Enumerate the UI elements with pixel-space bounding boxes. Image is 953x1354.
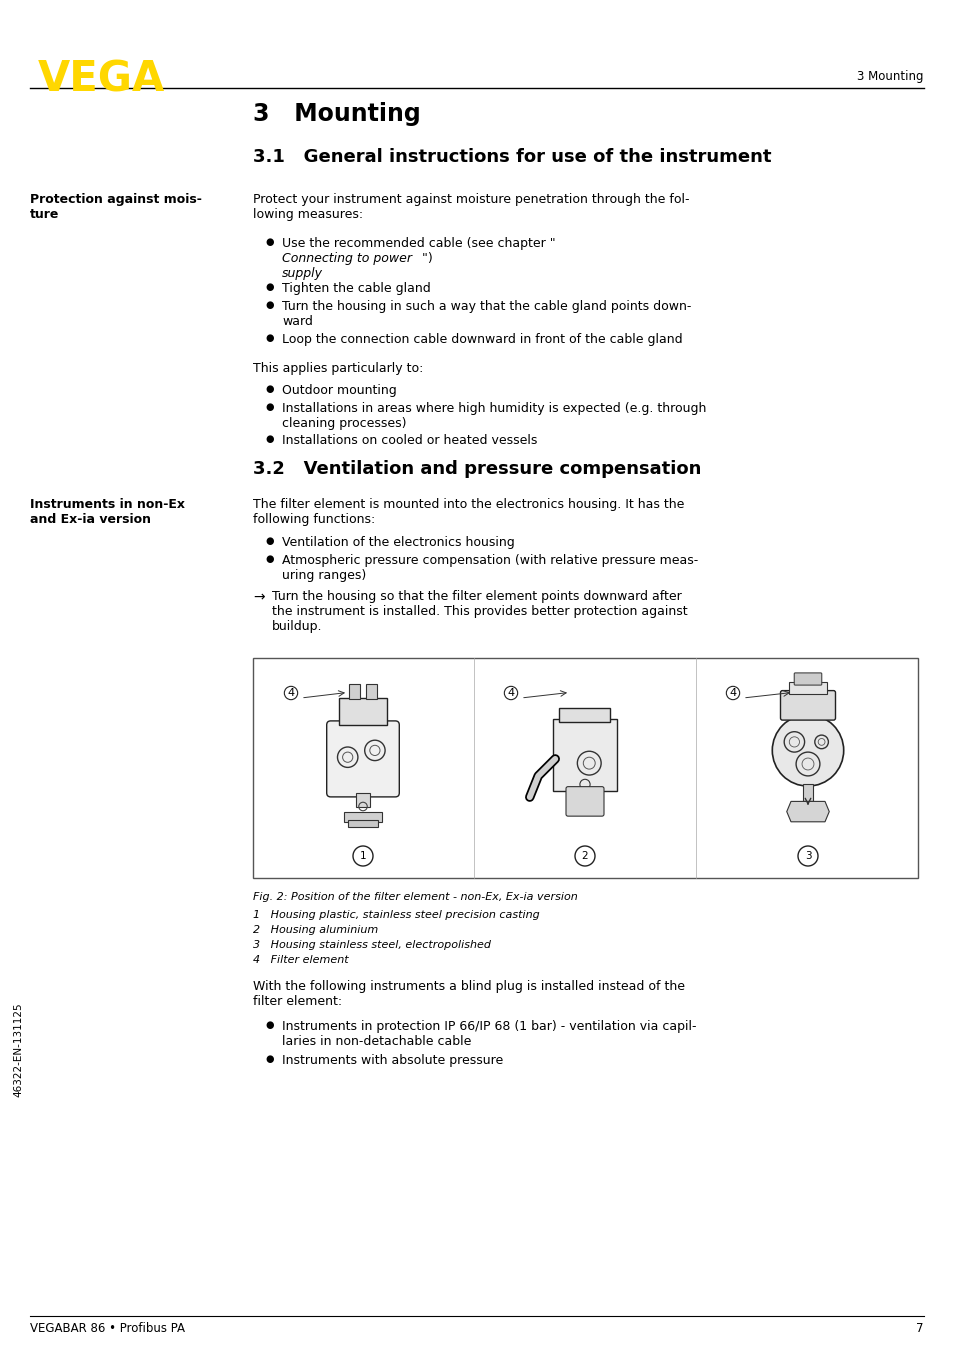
Text: ●: ● — [265, 536, 274, 546]
Text: 4: 4 — [729, 688, 736, 699]
Text: 3   Housing stainless steel, electropolished: 3 Housing stainless steel, electropolish… — [253, 940, 491, 951]
Bar — [348, 684, 360, 700]
Text: 4: 4 — [287, 688, 294, 699]
Text: "): ") — [282, 252, 433, 265]
Text: Turn the housing in such a way that the cable gland points down-
ward: Turn the housing in such a way that the … — [282, 301, 691, 328]
Text: 3 Mounting: 3 Mounting — [857, 70, 923, 83]
Text: 1: 1 — [359, 852, 366, 861]
FancyBboxPatch shape — [553, 719, 616, 791]
Text: 7: 7 — [916, 1322, 923, 1335]
Text: VEGA: VEGA — [38, 58, 165, 100]
Text: The filter element is mounted into the electronics housing. It has the
following: The filter element is mounted into the e… — [253, 498, 683, 525]
Circle shape — [797, 846, 817, 867]
Bar — [339, 697, 386, 724]
Text: ●: ● — [265, 554, 274, 565]
Bar — [558, 708, 610, 722]
Text: Fig. 2: Position of the filter element - non-Ex, Ex-ia version: Fig. 2: Position of the filter element -… — [253, 892, 578, 902]
Text: 2: 2 — [581, 852, 588, 861]
Text: 3: 3 — [803, 852, 810, 861]
Bar — [253, 658, 917, 877]
Text: Installations on cooled or heated vessels: Installations on cooled or heated vessel… — [282, 435, 537, 447]
Circle shape — [353, 846, 373, 867]
Text: ●: ● — [265, 333, 274, 343]
Text: ●: ● — [265, 237, 274, 246]
Text: Loop the connection cable downward in front of the cable gland: Loop the connection cable downward in fr… — [282, 333, 682, 347]
Text: Installations in areas where high humidity is expected (e.g. through
cleaning pr: Installations in areas where high humidi… — [282, 402, 705, 431]
FancyBboxPatch shape — [794, 673, 821, 685]
Text: ●: ● — [265, 1053, 274, 1064]
Bar — [344, 811, 381, 822]
Text: With the following instruments a blind plug is installed instead of the
filter e: With the following instruments a blind p… — [253, 980, 684, 1007]
FancyBboxPatch shape — [326, 720, 399, 798]
FancyBboxPatch shape — [565, 787, 603, 816]
Text: ●: ● — [265, 402, 274, 412]
Text: 3   Mounting: 3 Mounting — [253, 102, 420, 126]
Bar — [365, 684, 377, 700]
Bar — [347, 821, 378, 827]
Text: Protect your instrument against moisture penetration through the fol-
lowing mea: Protect your instrument against moisture… — [253, 194, 689, 221]
Text: 46322-EN-131125: 46322-EN-131125 — [13, 1003, 23, 1097]
Polygon shape — [786, 802, 828, 822]
Text: VEGABAR 86 • Profibus PA: VEGABAR 86 • Profibus PA — [30, 1322, 185, 1335]
Text: ●: ● — [265, 282, 274, 292]
Text: 1   Housing plastic, stainless steel precision casting: 1 Housing plastic, stainless steel preci… — [253, 910, 539, 919]
FancyBboxPatch shape — [780, 691, 835, 720]
Text: Outdoor mounting: Outdoor mounting — [282, 385, 396, 397]
Text: ●: ● — [265, 385, 274, 394]
Text: Turn the housing so that the filter element points downward after
the instrument: Turn the housing so that the filter elem… — [272, 590, 687, 634]
Bar — [355, 793, 370, 807]
Text: ●: ● — [265, 301, 274, 310]
Text: Use the recommended cable (see chapter ": Use the recommended cable (see chapter " — [282, 237, 555, 250]
Text: 3.1   General instructions for use of the instrument: 3.1 General instructions for use of the … — [253, 148, 771, 167]
Text: This applies particularly to:: This applies particularly to: — [253, 362, 423, 375]
Text: 4: 4 — [507, 688, 514, 699]
Text: Instruments in protection IP 66/IP 68 (1 bar) - ventilation via capil-
laries in: Instruments in protection IP 66/IP 68 (1… — [282, 1020, 696, 1048]
Text: Tighten the cable gland: Tighten the cable gland — [282, 282, 431, 295]
Text: ●: ● — [265, 435, 274, 444]
Circle shape — [575, 846, 595, 867]
Text: 4   Filter element: 4 Filter element — [253, 955, 348, 965]
Text: ●: ● — [265, 1020, 274, 1030]
Text: Instruments with absolute pressure: Instruments with absolute pressure — [282, 1053, 503, 1067]
Text: 3.2   Ventilation and pressure compensation: 3.2 Ventilation and pressure compensatio… — [253, 460, 700, 478]
Text: 2   Housing aluminium: 2 Housing aluminium — [253, 925, 377, 936]
Text: Protection against mois-
ture: Protection against mois- ture — [30, 194, 202, 221]
Text: Instruments in non-Ex
and Ex-ia version: Instruments in non-Ex and Ex-ia version — [30, 498, 185, 525]
Circle shape — [772, 715, 842, 787]
Text: Connecting to power
supply: Connecting to power supply — [282, 252, 412, 280]
Text: →: → — [253, 590, 264, 604]
Text: Ventilation of the electronics housing: Ventilation of the electronics housing — [282, 536, 515, 548]
Text: Atmospheric pressure compensation (with relative pressure meas-
uring ranges): Atmospheric pressure compensation (with … — [282, 554, 698, 582]
Bar — [788, 682, 826, 695]
Bar — [802, 784, 812, 802]
